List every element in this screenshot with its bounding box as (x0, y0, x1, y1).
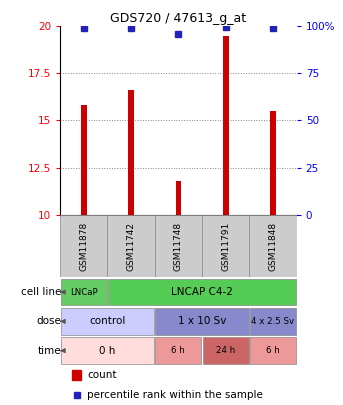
Bar (250, 337, 296, 364)
Bar (176, 181, 181, 403)
Text: control: control (89, 316, 126, 326)
Bar (60, 215, 107, 277)
Text: cell line: cell line (21, 287, 61, 297)
Text: 24 h: 24 h (216, 346, 235, 355)
Text: GSM11848: GSM11848 (269, 222, 277, 271)
Text: GSM11742: GSM11742 (127, 222, 135, 271)
Bar (108, 279, 296, 305)
Text: 4 x 2.5 Sv: 4 x 2.5 Sv (251, 317, 295, 326)
Bar (249, 215, 297, 277)
Text: time: time (37, 345, 61, 356)
Bar (72, 370, 81, 380)
Text: 0 h: 0 h (99, 345, 116, 356)
Bar (128, 90, 134, 403)
Bar (61, 337, 154, 364)
Text: 6 h: 6 h (266, 346, 280, 355)
Text: percentile rank within the sample: percentile rank within the sample (87, 390, 263, 400)
Bar (107, 215, 155, 277)
Bar (81, 105, 86, 403)
Bar (155, 337, 201, 364)
Text: 1 x 10 Sv: 1 x 10 Sv (178, 316, 226, 326)
Bar (223, 36, 228, 403)
Text: GSM11748: GSM11748 (174, 222, 183, 271)
Text: 6 h: 6 h (172, 346, 185, 355)
Text: GSM11791: GSM11791 (221, 222, 230, 271)
Text: LNCaP: LNCaP (70, 288, 97, 296)
Bar (155, 308, 249, 335)
Bar (155, 215, 202, 277)
Bar (202, 215, 249, 277)
Bar (270, 111, 276, 403)
Text: count: count (87, 370, 117, 380)
Bar (250, 308, 296, 335)
Text: LNCAP C4-2: LNCAP C4-2 (171, 287, 233, 297)
Bar (61, 308, 154, 335)
Bar (61, 279, 107, 305)
Text: GSM11878: GSM11878 (79, 222, 88, 271)
Title: GDS720 / 47613_g_at: GDS720 / 47613_g_at (110, 12, 246, 25)
Bar (203, 337, 249, 364)
Text: dose: dose (36, 316, 61, 326)
